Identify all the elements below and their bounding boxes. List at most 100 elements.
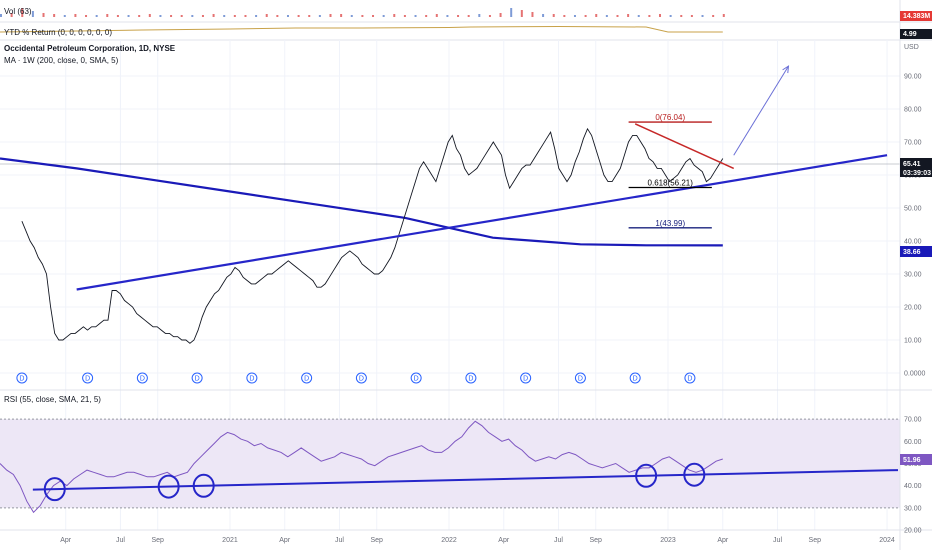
dividend-icon[interactable] <box>191 372 203 384</box>
rsi-trend-line[interactable] <box>32 469 899 491</box>
rsi-tick-label: 20.00 <box>904 528 922 535</box>
rsi-circle-marker[interactable] <box>43 477 66 502</box>
dividend-icon[interactable] <box>136 372 148 384</box>
volume-pane: Vol (63) <box>0 0 900 22</box>
volume-bar <box>573 15 576 17</box>
volume-bar <box>712 15 715 17</box>
dividend-icon[interactable] <box>629 372 641 384</box>
dividend-icon[interactable] <box>82 372 94 384</box>
y-tick-label: 40.00 <box>904 239 922 246</box>
dividend-icon[interactable] <box>574 372 586 384</box>
volume-bar <box>446 15 449 17</box>
rsi-value-badge: 51.96 <box>903 457 921 464</box>
volume-bar <box>669 15 672 17</box>
x-tick-label: Apr <box>717 537 729 544</box>
volume-bar <box>308 15 311 17</box>
volume-bar <box>127 15 130 17</box>
fib-retracement[interactable]: 0(76.04) 0.618(56.21) 1(43.99) <box>628 113 712 229</box>
price-line <box>21 127 724 344</box>
price-scale[interactable]: 90.0080.0070.0060.0050.0040.0030.0020.00… <box>904 44 926 378</box>
fib-level-label: 1(43.99) <box>655 219 685 228</box>
rsi-circle-marker[interactable] <box>635 463 658 488</box>
volume-bar <box>42 13 45 17</box>
x-tick-label: Apr <box>279 537 291 544</box>
volume-bar <box>435 14 438 17</box>
rsi-circle-marker[interactable] <box>192 473 215 498</box>
y-tick-label: 10.00 <box>904 338 922 345</box>
ytd-value-badge-bg <box>900 29 932 39</box>
y-tick-label: 80.00 <box>904 107 922 114</box>
volume-bar <box>659 14 662 17</box>
ma-value-badge-bg <box>900 246 932 257</box>
y-tick-label: 90.00 <box>904 74 922 81</box>
y-tick-label: 30.00 <box>904 272 922 279</box>
volume-bar <box>414 15 417 17</box>
volume-bar <box>74 14 77 17</box>
volume-bar <box>457 15 460 17</box>
time-axis[interactable]: Apr Jul Sep 2021 Apr Jul Sep 2022 Apr Jul Sep 2023 A… <box>60 537 895 544</box>
volume-bar <box>85 15 88 17</box>
rsi-circle-marker[interactable] <box>683 462 706 487</box>
ytd-title: YTD % Return (0, 0, 0, 0, 0, 0) <box>4 28 112 37</box>
y-tick-label: 70.00 <box>904 140 922 147</box>
volume-bar <box>31 11 34 17</box>
volume-bar <box>63 15 66 17</box>
dividend-label: D <box>19 376 24 383</box>
volume-bar <box>510 8 513 17</box>
downtrend-line[interactable] <box>634 123 735 170</box>
x-tick-label: Sep <box>590 537 603 544</box>
volume-bar <box>520 10 523 17</box>
volume-bar <box>680 15 683 17</box>
projection-arrow[interactable] <box>733 65 790 156</box>
ma-value-badge: 38.66 <box>903 249 921 256</box>
volume-bar <box>276 15 279 17</box>
uptrend-line[interactable] <box>76 154 888 291</box>
x-tick-label: 2023 <box>660 537 676 544</box>
rsi-tick-label: 60.00 <box>904 439 922 446</box>
dividend-icon[interactable] <box>16 372 28 384</box>
rsi-pane: RSI (55, close, SMA, 21, 5) <box>0 395 900 514</box>
dividend-icon[interactable] <box>520 372 532 384</box>
volume-bar <box>350 15 353 17</box>
dividend-icon[interactable] <box>355 372 367 384</box>
x-tick-label: 2022 <box>441 537 457 544</box>
rsi-circle-annotations[interactable] <box>43 462 706 502</box>
volume-bar <box>148 14 151 17</box>
dividend-icon[interactable] <box>301 372 313 384</box>
volume-bar <box>138 15 141 17</box>
dividend-label: D <box>523 376 528 383</box>
volume-bar <box>0 14 2 17</box>
dividend-icon[interactable] <box>684 372 696 384</box>
volume-bar <box>329 14 332 17</box>
volume-bar <box>340 14 343 17</box>
dividend-label: D <box>140 376 145 383</box>
ma-indicator-label: MA · 1W (200, close, 0, SMA, 5) <box>4 56 119 65</box>
ma-200w-line <box>0 157 723 247</box>
dividend-label: D <box>304 376 309 383</box>
dividend-icon[interactable] <box>465 372 477 384</box>
x-tick-label: Jul <box>554 537 563 544</box>
x-tick-label: Jul <box>773 537 782 544</box>
x-tick-label: Sep <box>370 537 383 544</box>
dividend-icon[interactable] <box>410 372 422 384</box>
rsi-circle-marker[interactable] <box>157 474 180 499</box>
volume-bar <box>201 15 204 17</box>
rsi-band <box>0 419 900 508</box>
volume-bar <box>318 15 321 17</box>
dividend-icon[interactable] <box>246 372 258 384</box>
rsi-value-badge-bg <box>900 454 932 465</box>
volume-bar <box>21 8 24 17</box>
value-badges: 14.383M 4.99 65.41 03:39:03 38.66 51.96 <box>900 11 932 465</box>
volume-bar <box>297 15 300 17</box>
volume-bar <box>116 15 119 17</box>
x-tick-label: 2024 <box>879 537 895 544</box>
volume-bar <box>403 15 406 17</box>
volume-bar <box>53 14 56 17</box>
dividend-label: D <box>359 376 364 383</box>
x-tick-label: Sep <box>151 537 164 544</box>
volume-bar <box>637 15 640 17</box>
volume-bar <box>10 13 13 17</box>
